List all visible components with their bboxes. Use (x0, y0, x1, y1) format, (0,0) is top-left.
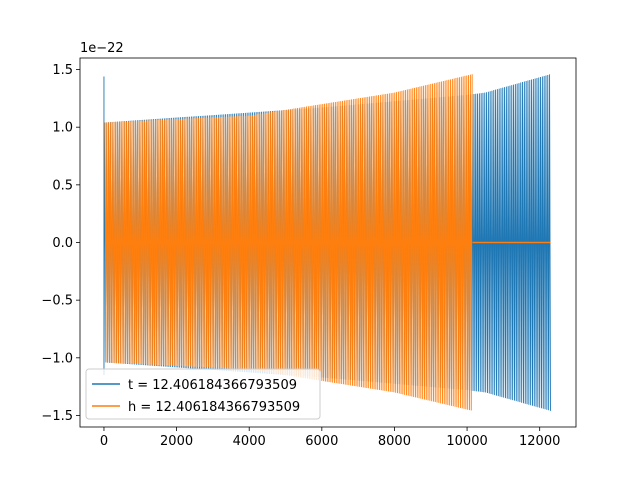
x-tick-label: 0 (100, 434, 108, 449)
y-tick-label: −0.5 (41, 294, 73, 309)
plot-area (103, 74, 551, 411)
series-h (104, 74, 551, 411)
y-tick-label: −1.0 (41, 351, 73, 366)
x-axis: 0 2000 4000 6000 8000 10000 12000 (100, 427, 560, 449)
x-tick-label: 6000 (305, 434, 338, 449)
legend-box (85, 368, 321, 420)
x-tick-label: 8000 (378, 434, 411, 449)
x-tick-label: 2000 (160, 434, 193, 449)
legend: t = 12.406184366793509 h = 12.4061843667… (85, 368, 321, 420)
x-tick-label: 4000 (233, 434, 266, 449)
y-tick-label: 0.5 (52, 178, 73, 193)
y-tick-label: 1.0 (52, 121, 73, 136)
y-tick-label: 0.0 (52, 236, 73, 251)
x-tick-label: 10000 (446, 434, 487, 449)
y-tick-label: 1.5 (52, 63, 73, 78)
legend-label-t: t = 12.406184366793509 (128, 378, 297, 393)
y-tick-label: −1.5 (41, 409, 73, 424)
x-tick-label: 12000 (519, 434, 560, 449)
legend-label-h: h = 12.406184366793509 (128, 400, 300, 415)
series-h-line (104, 74, 473, 411)
y-offset-label: 1e−22 (80, 41, 124, 56)
y-axis: −1.5 −1.0 −0.5 0.0 0.5 1.0 1.5 (41, 63, 80, 424)
